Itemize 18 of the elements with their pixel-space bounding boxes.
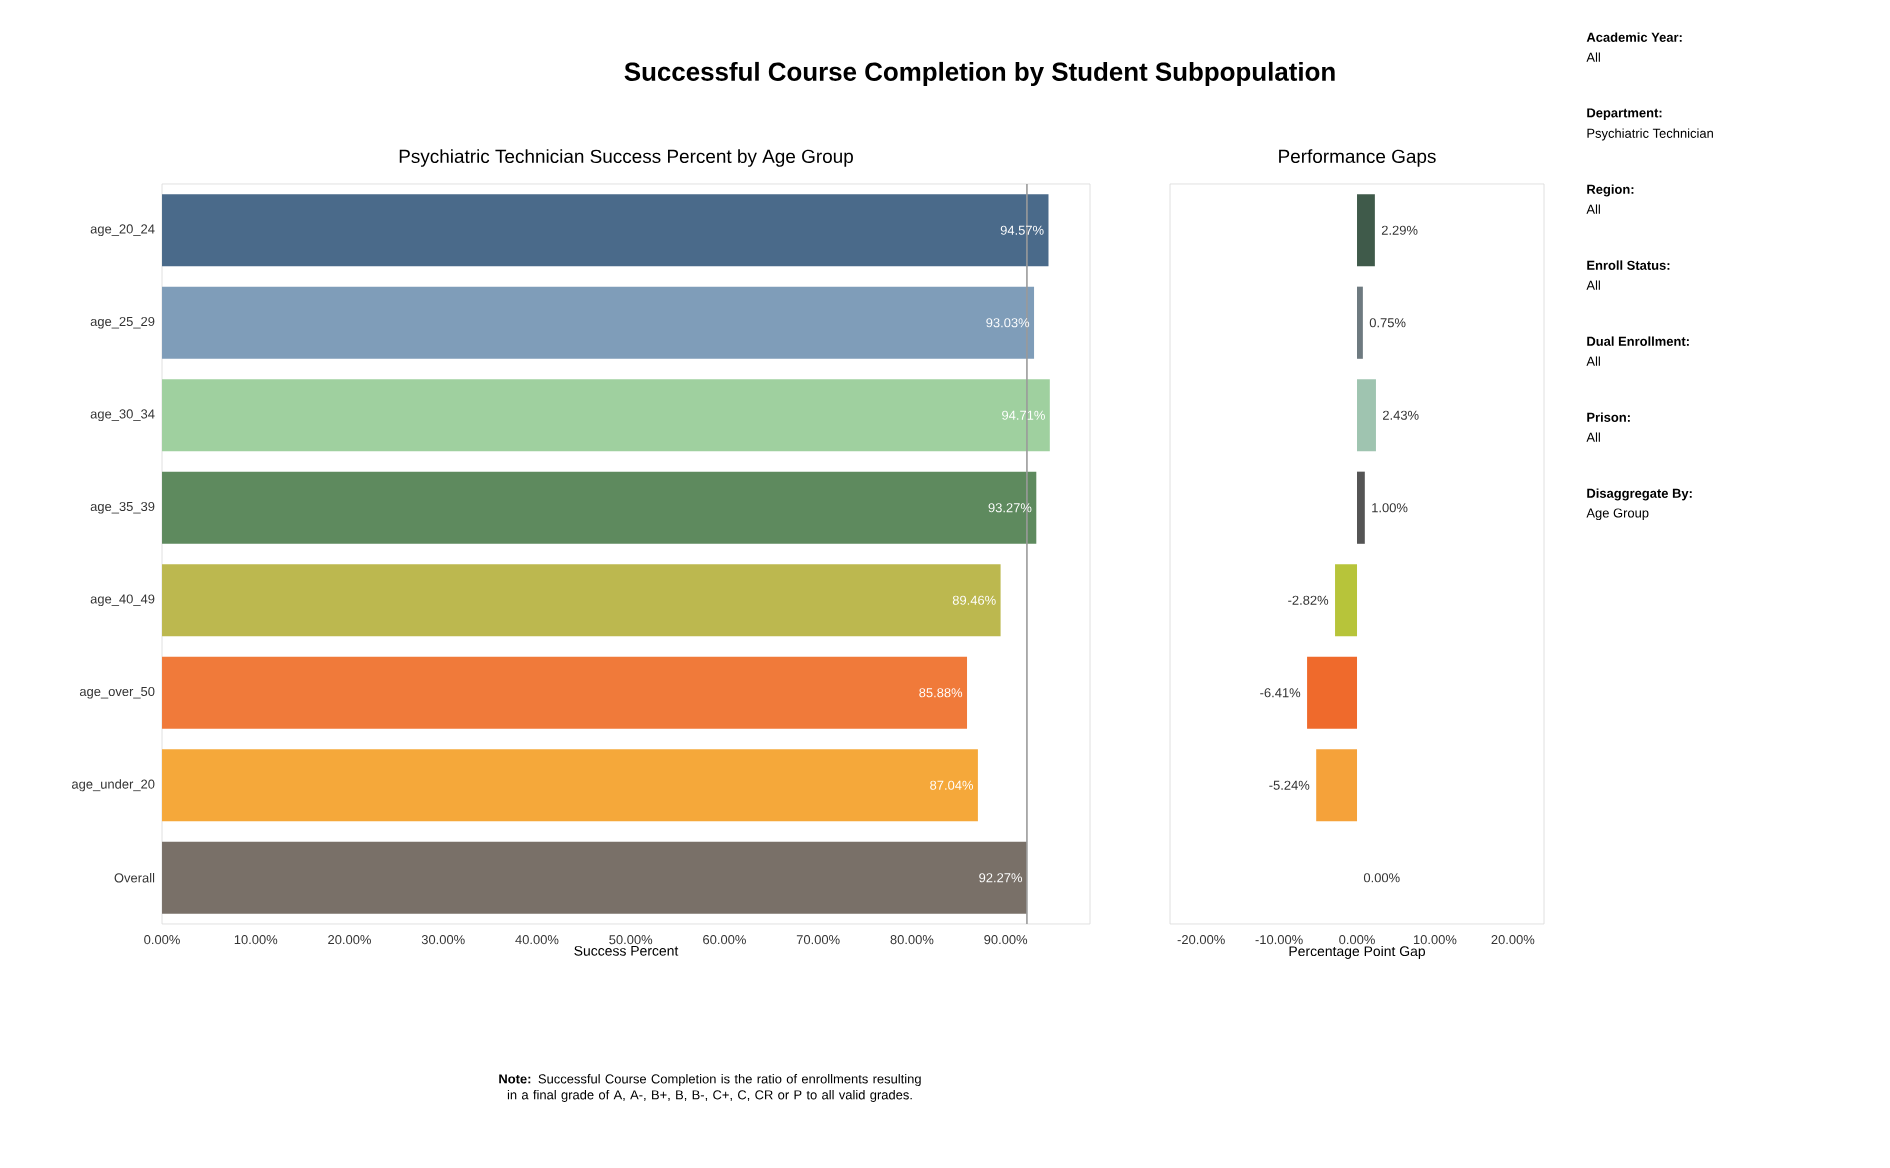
bar [1357,286,1363,359]
chart-title: Performance Gaps [1279,149,1436,167]
chart-subtitle: Psychiatric Technician Success Percent by Age Group [399,149,853,167]
bar [1357,471,1365,544]
bar [1357,194,1375,267]
bar [1316,749,1358,822]
bar [162,656,968,729]
bar [162,841,1027,914]
bar [162,194,1049,267]
chart-title: Successful Course Completion by Student Subpopulation [624,61,1335,87]
bar [1335,564,1358,637]
bar [162,564,1001,637]
bar [162,379,1050,452]
bar [1357,379,1376,452]
bar [162,286,1035,359]
bar [162,749,978,822]
bar [1307,656,1358,729]
bar [162,471,1037,544]
